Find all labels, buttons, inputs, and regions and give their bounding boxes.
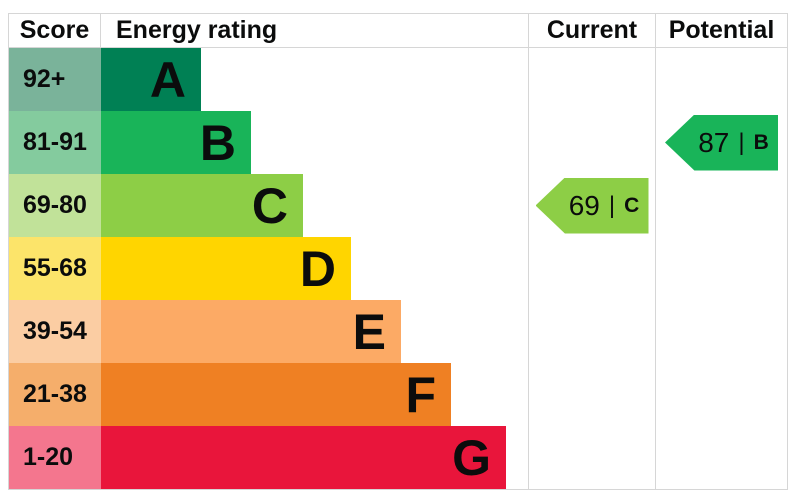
bar-cell-d: D	[101, 237, 528, 300]
current-cell-c: 69 | C	[528, 174, 655, 237]
header-energy-rating-label: Energy rating	[116, 16, 278, 44]
potential-cell-e	[655, 300, 787, 363]
score-cell-d: 55-68	[9, 237, 101, 300]
band-bar-g: G	[101, 426, 506, 489]
potential-cell-d	[655, 237, 787, 300]
score-range-e: 39-54	[23, 317, 87, 345]
current-cell-f	[528, 363, 655, 426]
bar-cell-f: F	[101, 363, 528, 426]
potential-rating-arrow: 87 | B	[665, 114, 778, 171]
current-cell-b	[528, 111, 655, 174]
current-band-letter: C	[624, 193, 640, 217]
band-bar-b: B	[101, 111, 251, 174]
current-separator: |	[608, 191, 616, 219]
current-rating-arrow: 69 | C	[535, 177, 649, 234]
header-potential-label: Potential	[668, 16, 775, 44]
score-cell-c: 69-80	[9, 174, 101, 237]
band-bar-e: E	[101, 300, 401, 363]
epc-rating-chart: Score Energy rating Current Potential 92…	[8, 13, 788, 490]
potential-value: 87	[698, 126, 730, 158]
bar-cell-c: C	[101, 174, 528, 237]
score-cell-f: 21-38	[9, 363, 101, 426]
current-cell-d	[528, 237, 655, 300]
potential-cell-a	[655, 48, 787, 111]
potential-cell-g	[655, 426, 787, 489]
potential-cell-f	[655, 363, 787, 426]
score-cell-b: 81-91	[9, 111, 101, 174]
score-cell-e: 39-54	[9, 300, 101, 363]
header-energy-rating: Energy rating	[101, 14, 528, 48]
band-letter-a: A	[149, 51, 186, 108]
potential-cell-c	[655, 174, 787, 237]
band-bar-a: A	[101, 48, 201, 111]
score-range-b: 81-91	[23, 128, 87, 156]
current-value: 69	[568, 189, 600, 221]
bar-cell-e: E	[101, 300, 528, 363]
score-range-f: 21-38	[23, 380, 87, 408]
band-letter-c: C	[251, 177, 288, 234]
bar-cell-a: A	[101, 48, 528, 111]
header-score: Score	[9, 14, 101, 48]
band-bar-f: F	[101, 363, 451, 426]
band-bar-c: C	[101, 174, 303, 237]
band-letter-g: G	[452, 429, 491, 486]
bar-cell-b: B	[101, 111, 528, 174]
band-bar-d: D	[101, 237, 351, 300]
score-range-a: 92+	[23, 65, 66, 93]
potential-separator: |	[738, 128, 745, 156]
score-range-g: 1-20	[23, 443, 74, 471]
header-current-label: Current	[546, 16, 638, 44]
band-letter-f: F	[405, 366, 436, 423]
band-letter-e: E	[352, 303, 386, 360]
score-cell-g: 1-20	[9, 426, 101, 489]
header-potential: Potential	[655, 14, 787, 48]
score-range-c: 69-80	[23, 191, 87, 219]
band-letter-d: D	[299, 240, 336, 297]
current-cell-g	[528, 426, 655, 489]
bar-cell-g: G	[101, 426, 528, 489]
current-cell-e	[528, 300, 655, 363]
score-cell-a: 92+	[9, 48, 101, 111]
header-current: Current	[528, 14, 655, 48]
potential-cell-b: 87 | B	[655, 111, 787, 174]
score-range-d: 55-68	[23, 254, 87, 282]
band-letter-b: B	[199, 114, 236, 171]
header-score-label: Score	[19, 16, 90, 44]
potential-band-letter: B	[753, 130, 769, 154]
current-cell-a	[528, 48, 655, 111]
